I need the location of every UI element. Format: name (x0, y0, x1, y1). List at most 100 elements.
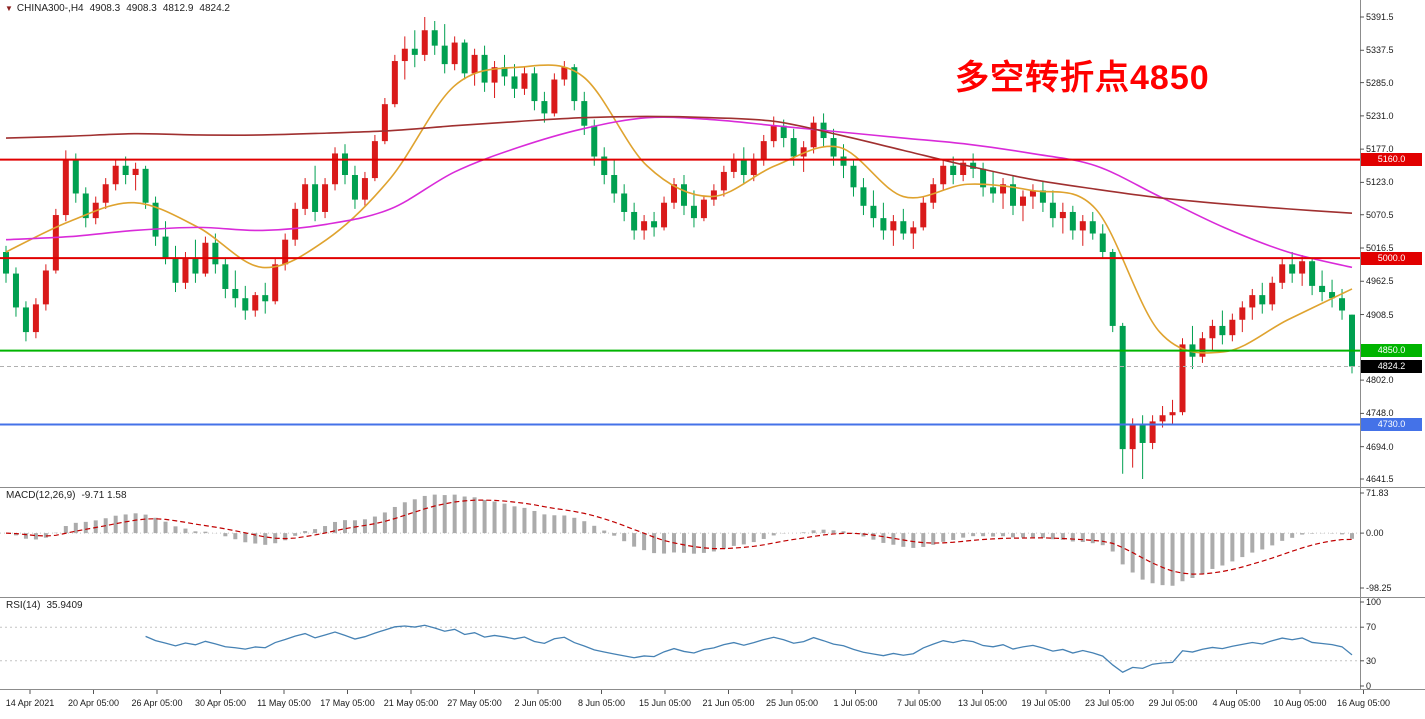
candle-body (332, 153, 339, 185)
candle-body (272, 264, 279, 302)
rsi-indicator-label: RSI(14) 35.9409 (6, 600, 89, 611)
candle-body (122, 165, 129, 176)
symbol-header: ▼ CHINA300-,H4 4908.3 4908.3 4812.9 4824.2 (5, 3, 236, 14)
candle-body (870, 205, 877, 219)
candle-body (481, 54, 488, 83)
candle-body (292, 208, 299, 240)
time-axis-label: 20 Apr 05:00 (67, 698, 120, 708)
candle-body (12, 273, 19, 308)
candle-body (661, 202, 668, 228)
ohlc-high: 4908.3 (126, 3, 157, 14)
time-axis-label: 26 Apr 05:00 (131, 698, 183, 708)
macd-indicator-label: MACD(12,26,9) -9.71 1.58 (6, 490, 133, 501)
price-level-tag: 5000.0 (1361, 251, 1422, 265)
candle-body (1039, 190, 1046, 203)
candle-body (1229, 319, 1236, 336)
candle-body (671, 184, 678, 203)
time-axis-label: 27 May 05:00 (447, 698, 502, 708)
macd-values: -9.71 1.58 (81, 490, 127, 501)
candle-body (1119, 325, 1126, 450)
candle-body (491, 67, 498, 83)
candle-body (212, 242, 219, 265)
price-level-tag: 5160.0 (1361, 153, 1422, 167)
candle-body (1129, 424, 1136, 450)
candle-body (1219, 325, 1226, 336)
candle-body (690, 205, 697, 219)
candle-body (621, 193, 628, 212)
candle-body (1000, 184, 1007, 194)
time-axis-label: 23 Jul 05:00 (1084, 698, 1135, 708)
price-level-tag: 4730.0 (1361, 417, 1422, 431)
time-axis-label: 15 Jun 05:00 (638, 698, 692, 708)
ohlc-close: 4824.2 (199, 3, 230, 14)
candle-body (142, 168, 149, 203)
candle-body (152, 202, 159, 237)
price-axis-label: 5391.5 (1366, 12, 1394, 22)
time-axis-label: 10 Aug 05:00 (1273, 698, 1327, 708)
macd-histogram (13, 494, 1354, 586)
candle-body (591, 125, 598, 157)
candle-body (1139, 424, 1146, 443)
time-axis-label: 19 Jul 05:00 (1021, 698, 1071, 708)
candle-body (1279, 264, 1286, 283)
rsi-line (145, 624, 1353, 674)
candle-body (302, 184, 309, 209)
candle-body (1269, 282, 1276, 305)
candle-body (1309, 261, 1316, 286)
candle-body (1079, 221, 1086, 231)
candle-body (720, 171, 727, 191)
candle-body (521, 73, 528, 89)
candle-body (680, 184, 687, 206)
candle-body (471, 54, 478, 74)
current-price-tag: 4824.2 (1361, 359, 1422, 373)
axis-ticks (29, 16, 1364, 694)
candle-body (282, 239, 289, 265)
time-axis-label: 2 Jun 05:00 (514, 698, 562, 708)
candle-body (501, 67, 508, 77)
ma-fast-line (5, 64, 1353, 354)
time-axis-label: 25 Jun 05:00 (765, 698, 819, 708)
time-axis-label: 13 Jul 05:00 (957, 698, 1008, 708)
candle-body (82, 193, 89, 219)
candle-body (960, 162, 967, 176)
time-axis-label: 21 Jun 05:00 (702, 698, 755, 708)
candle-body (910, 227, 917, 234)
candle-body (830, 138, 837, 157)
price-axis-label: 5070.5 (1366, 209, 1394, 220)
candle-body (1299, 261, 1306, 274)
horizontal-level-lines[interactable] (0, 158, 1360, 426)
candle-body (740, 159, 747, 176)
candle-body (322, 184, 329, 212)
rsi-axis-label: 30 (1366, 655, 1377, 666)
price-axis-label: 5123.0 (1366, 177, 1394, 188)
candle-body (62, 159, 69, 216)
time-axis-label: 30 Apr 05:00 (194, 698, 247, 708)
rsi-name: RSI(14) (6, 600, 41, 611)
macd-axis-label: 71.83 (1366, 488, 1389, 498)
time-axis-label: 1 Jul 05:00 (833, 698, 878, 708)
price-axis-label: 5231.0 (1366, 110, 1394, 121)
macd-axis-label: -98.25 (1366, 583, 1392, 593)
chart-annotation[interactable]: 多空转折点4850 (955, 59, 1210, 97)
candle-body (1159, 415, 1166, 422)
candle-body (561, 67, 568, 80)
candle-body (1089, 221, 1096, 234)
rsi-value: 35.9409 (46, 600, 83, 611)
candle-body (1169, 412, 1176, 416)
candle-body (401, 48, 408, 62)
time-axis-label: 7 Jul 05:00 (896, 698, 942, 708)
candle-body (571, 67, 578, 102)
panel-separators (0, 0, 1425, 690)
candle-body (970, 162, 977, 169)
ma-slow-line (5, 115, 1353, 214)
candle-body (162, 236, 169, 259)
symbol-marker-icon[interactable]: ▼ (5, 4, 13, 13)
candle-body (1209, 325, 1216, 339)
candle-body (1049, 202, 1056, 219)
candle-body (840, 156, 847, 166)
time-axis-label: 11 May 05:00 (257, 698, 311, 708)
candle-body (232, 288, 239, 299)
candle-body (52, 215, 59, 271)
candle-body (381, 104, 388, 142)
